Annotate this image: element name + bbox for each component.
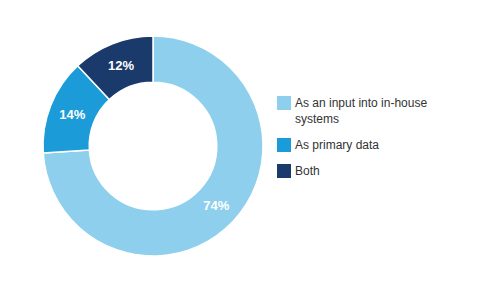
svg-text:12%: 12% bbox=[108, 58, 134, 73]
html-text:As an input into in-house syst: As an input into in-house systems bbox=[295, 95, 428, 126]
html-text:Both: Both bbox=[295, 163, 320, 178]
html-text:As primary data: As primary data bbox=[295, 137, 379, 152]
svg-text:74%: 74% bbox=[203, 198, 229, 213]
svg-text:14%: 14% bbox=[59, 107, 85, 122]
